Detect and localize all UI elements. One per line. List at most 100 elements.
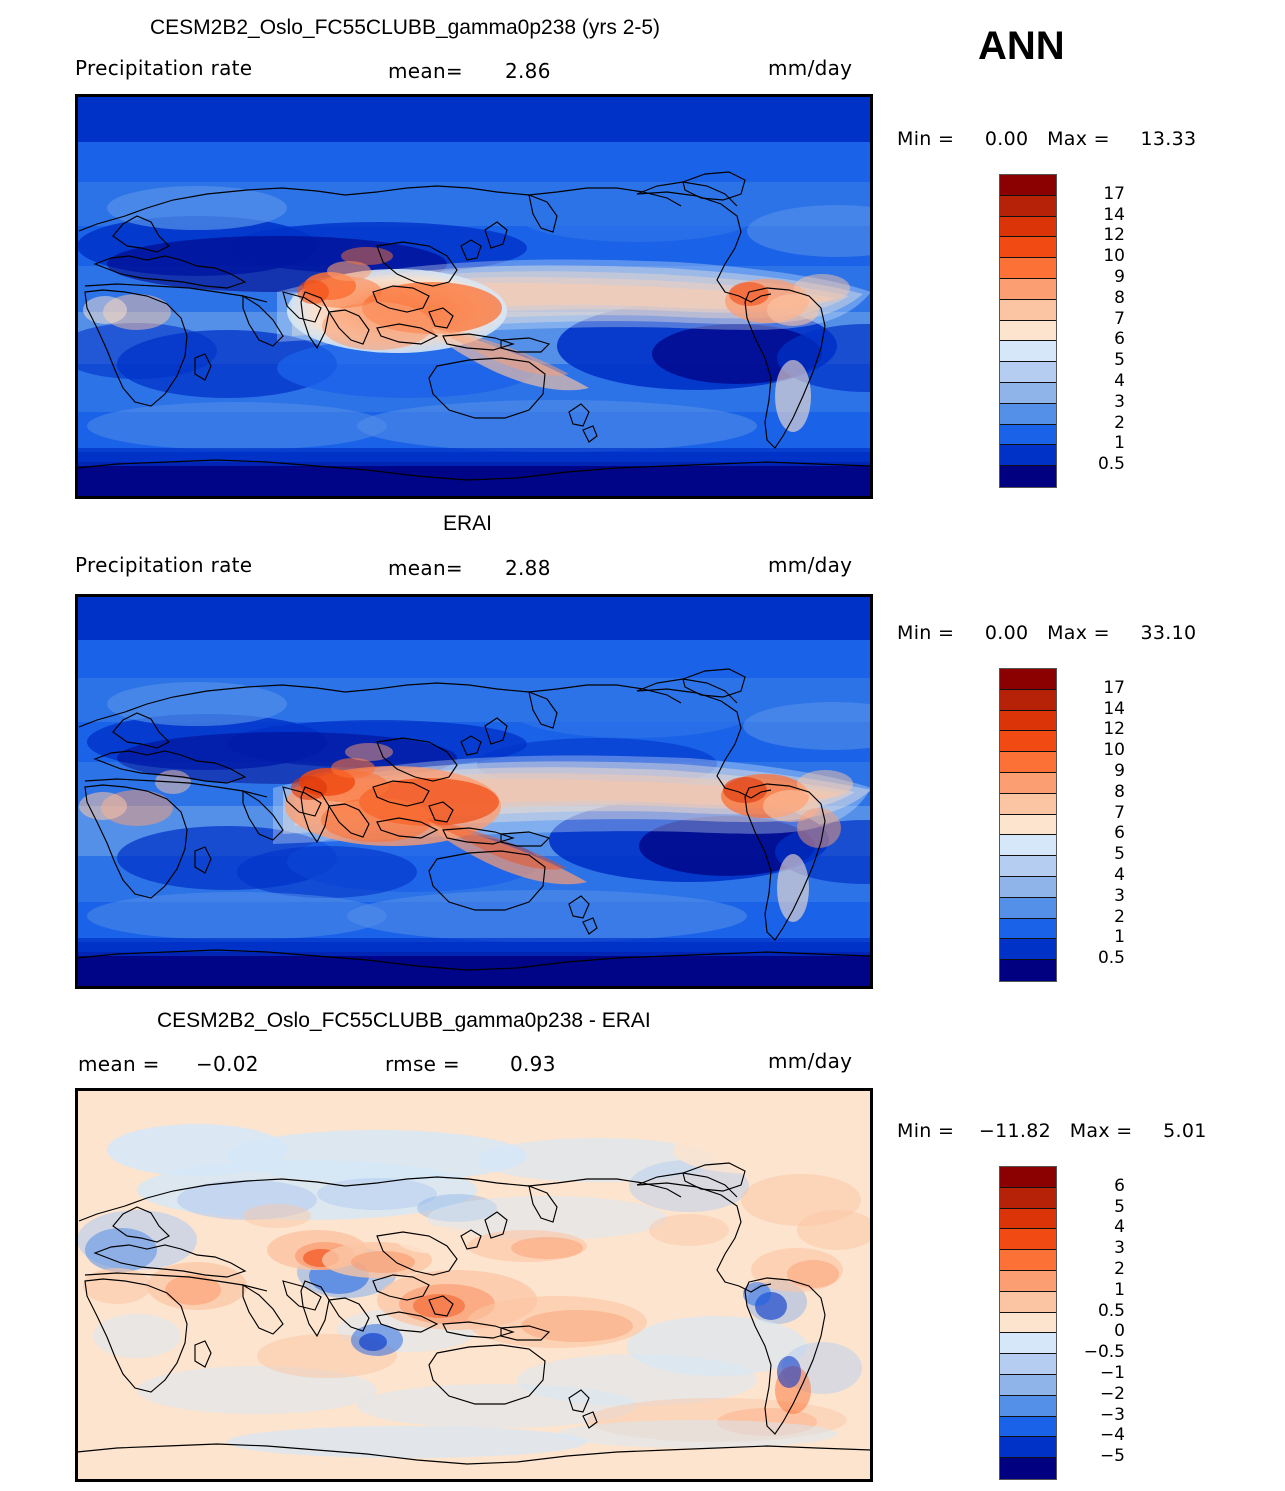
model-max-label: Max = — [1047, 128, 1110, 150]
colorbar-model-swatch — [1000, 278, 1056, 300]
model-minmax: Min = 0.00 Max = 13.33 — [897, 128, 1196, 150]
colorbar-model-tick: 1 — [1114, 433, 1125, 454]
colorbar-model-swatch — [1000, 403, 1056, 425]
colorbar-model-tick: 2 — [1114, 412, 1125, 433]
colorbar-obs-swatch — [1000, 669, 1056, 690]
colorbar-obs-ticks: 17 14 12 10 9 8 7 6 5 4 3 2 1 0.5 — [1063, 668, 1153, 982]
colorbar-obs-tick: 8 — [1114, 781, 1125, 802]
colorbar-model: 17 14 12 10 9 8 7 6 5 4 3 2 1 0.5 — [999, 174, 1159, 488]
colorbar-model-swatch — [1000, 237, 1056, 259]
panel-obs-mean-value: 2.88 — [505, 556, 551, 580]
colorbar-obs-swatch — [1000, 835, 1056, 857]
colorbar-difference-swatch — [1000, 1208, 1056, 1230]
colorbar-difference-swatch — [1000, 1374, 1056, 1396]
obs-min-label: Min = — [897, 622, 955, 644]
colorbar-obs-tick: 5 — [1114, 844, 1125, 865]
model-min-label: Min = — [897, 128, 955, 150]
colorbar-model-swatch — [1000, 175, 1056, 196]
colorbar-difference-swatch — [1000, 1291, 1056, 1313]
colorbar-difference-bar[interactable] — [999, 1166, 1057, 1480]
colorbar-model-swatch — [1000, 258, 1056, 279]
colorbar-difference-swatch — [1000, 1416, 1056, 1438]
colorbar-model-tick: 17 — [1103, 183, 1125, 204]
colorbar-difference-tick: 5 — [1114, 1196, 1125, 1217]
colorbar-difference-tick: −4 — [1099, 1425, 1125, 1446]
colorbar-difference-swatch — [1000, 1437, 1056, 1459]
panel-model-mean-value: 2.86 — [505, 59, 551, 83]
diff-min-label: Min = — [897, 1120, 955, 1142]
colorbar-obs-swatch — [1000, 897, 1056, 919]
diff-min-value: −11.82 — [978, 1120, 1051, 1142]
colorbar-obs-tick: 14 — [1103, 698, 1125, 719]
colorbar-model-tick: 12 — [1103, 225, 1125, 246]
map-model[interactable] — [75, 94, 873, 499]
panel-obs-title: ERAI — [443, 512, 493, 535]
colorbar-difference-swatch — [1000, 1167, 1056, 1188]
model-min-value: 0.00 — [984, 128, 1029, 150]
colorbar-obs-tick: 6 — [1114, 823, 1125, 844]
colorbar-model-swatch — [1000, 320, 1056, 342]
season-label: ANN — [978, 24, 1065, 68]
colorbar-obs-swatch — [1000, 918, 1056, 940]
diff-max-label: Max = — [1069, 1120, 1133, 1142]
colorbar-obs-tick: 0.5 — [1097, 948, 1125, 969]
panel-obs-units: mm/day — [768, 553, 853, 577]
colorbar-model-tick: 14 — [1103, 204, 1125, 225]
colorbar-model-swatch — [1000, 216, 1056, 238]
map-difference[interactable] — [75, 1088, 873, 1482]
colorbar-difference-swatch — [1000, 1229, 1056, 1251]
colorbar-difference-swatch — [1000, 1354, 1056, 1375]
colorbar-model-swatch — [1000, 382, 1056, 404]
colorbar-obs-swatch — [1000, 939, 1056, 961]
colorbar-obs-tick: 3 — [1114, 885, 1125, 906]
colorbar-obs-bar[interactable] — [999, 668, 1057, 982]
map-obs[interactable] — [75, 594, 873, 989]
colorbar-difference-swatch — [1000, 1333, 1056, 1355]
colorbar-difference-tick: 0 — [1114, 1321, 1125, 1342]
colorbar-difference-swatch — [1000, 1270, 1056, 1292]
obs-max-label: Max = — [1047, 622, 1110, 644]
colorbar-difference-swatch — [1000, 1312, 1056, 1334]
colorbar-difference-tick: −5 — [1099, 1446, 1125, 1467]
colorbar-obs-swatch — [1000, 793, 1056, 815]
obs-minmax: Min = 0.00 Max = 33.10 — [897, 622, 1196, 644]
colorbar-difference-swatch — [1000, 1187, 1056, 1209]
colorbar-obs-swatch — [1000, 772, 1056, 794]
colorbar-difference-ticks: 6 5 4 3 2 1 0.5 0 −0.5 −1 −2 −3 −4 −5 — [1063, 1166, 1153, 1480]
colorbar-obs-tick: 7 — [1114, 802, 1125, 823]
colorbar-difference-tick: −1 — [1099, 1363, 1125, 1383]
colorbar-model-tick: 5 — [1114, 350, 1125, 371]
model-max-value: 13.33 — [1140, 128, 1197, 150]
colorbar-model-tick: 3 — [1114, 391, 1125, 412]
panel-obs-variable: Precipitation rate — [75, 553, 253, 577]
panel-diff-rmse-label: rmse = — [385, 1052, 460, 1076]
colorbar-obs-tick: 9 — [1114, 761, 1125, 781]
colorbar-obs-swatch — [1000, 731, 1056, 753]
colorbar-obs: 17 14 12 10 9 8 7 6 5 4 3 2 1 0.5 — [999, 668, 1159, 982]
colorbar-obs-tick: 4 — [1114, 865, 1125, 885]
colorbar-difference-tick: −3 — [1099, 1404, 1125, 1425]
colorbar-obs-tick: 12 — [1103, 719, 1125, 740]
obs-max-value: 33.10 — [1140, 622, 1197, 644]
colorbar-model-tick: 4 — [1114, 371, 1125, 391]
panel-obs-mean-label: mean= — [388, 556, 463, 580]
colorbar-difference-swatch — [1000, 1458, 1056, 1479]
colorbar-difference-tick: 2 — [1114, 1259, 1125, 1279]
colorbar-model-swatch — [1000, 341, 1056, 363]
panel-diff-title: CESM2B2_Oslo_FC55CLUBB_gamma0p238 - ERAI — [157, 1009, 651, 1032]
panel-diff-units: mm/day — [768, 1049, 853, 1073]
colorbar-model-swatch — [1000, 466, 1056, 487]
colorbar-model-tick: 8 — [1114, 287, 1125, 308]
obs-min-value: 0.00 — [984, 622, 1029, 644]
colorbar-difference-swatch — [1000, 1395, 1056, 1417]
colorbar-model-bar[interactable] — [999, 174, 1057, 488]
colorbar-model-tick: 7 — [1114, 308, 1125, 329]
colorbar-obs-tick: 17 — [1103, 677, 1125, 698]
colorbar-difference-tick: 0.5 — [1097, 1300, 1125, 1321]
colorbar-obs-swatch — [1000, 814, 1056, 836]
diff-max-value: 5.01 — [1163, 1120, 1207, 1142]
colorbar-obs-tick: 1 — [1114, 927, 1125, 948]
colorbar-model-tick: 6 — [1114, 329, 1125, 350]
panel-model-title: CESM2B2_Oslo_FC55CLUBB_gamma0p238 (yrs 2… — [150, 16, 661, 39]
colorbar-model-ticks: 17 14 12 10 9 8 7 6 5 4 3 2 1 0.5 — [1063, 174, 1153, 488]
